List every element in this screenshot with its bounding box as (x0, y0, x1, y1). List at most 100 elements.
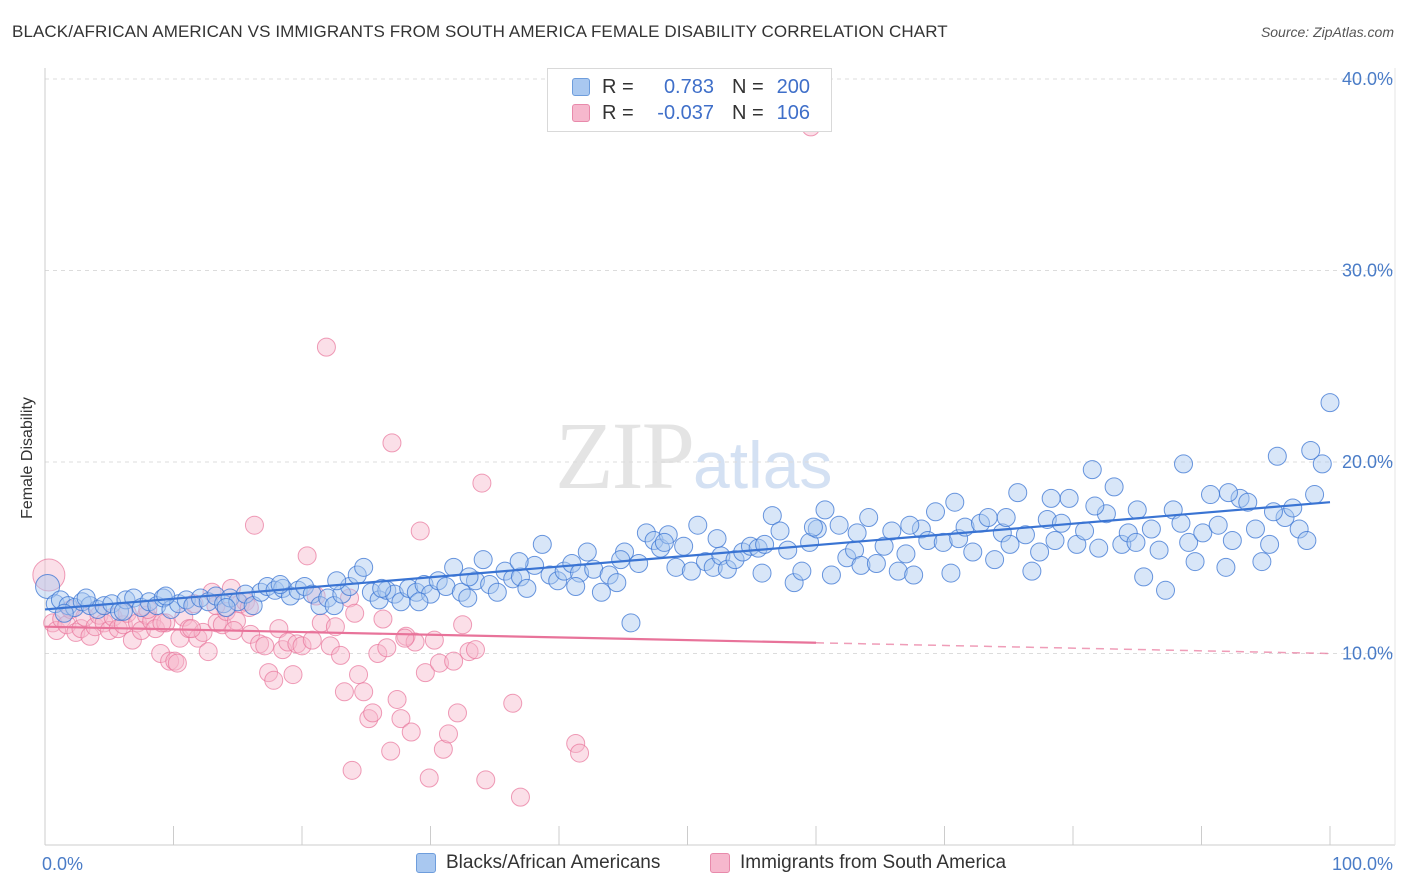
data-point-blacks (566, 576, 586, 596)
data-point-immigrants (334, 682, 354, 702)
data-point-blacks (1059, 488, 1079, 508)
legend-n-value: 200 (776, 75, 810, 98)
legend-swatch-pink (572, 104, 590, 122)
data-point-immigrants (316, 337, 336, 357)
data-point-blacks (1022, 561, 1042, 581)
data-point-blacks (941, 563, 961, 583)
legend-r-value: 0.783 (663, 75, 714, 98)
bottom-legend-label-immigrants: Immigrants from South America (740, 852, 1007, 873)
data-point-blacks (1200, 485, 1220, 505)
legend-n-value: 106 (776, 101, 810, 124)
watermark-zip: ZIP (555, 402, 695, 509)
data-point-immigrants (331, 645, 351, 665)
bottom-legend-immigrants: Immigrants from South America (710, 852, 1006, 874)
data-point-blacks (636, 523, 656, 543)
data-point-blacks (762, 506, 782, 526)
data-point-blacks (1134, 567, 1154, 587)
bottom-legend-label-blacks: Blacks/African Americans (446, 852, 661, 873)
data-point-immigrants (152, 613, 172, 633)
data-point-blacks (1312, 454, 1332, 474)
data-point-immigrants (453, 615, 473, 635)
data-point-blacks (778, 540, 798, 560)
data-point-blacks (1193, 523, 1213, 543)
data-point-blacks (882, 521, 902, 541)
data-point-blacks (1301, 441, 1321, 461)
trend-line-blacks (44, 501, 1331, 611)
data-point-immigrants (472, 473, 492, 493)
bottom-legend-blacks: Blacks/African Americans (416, 852, 660, 874)
data-point-blacks (113, 601, 133, 621)
data-point-blacks (1185, 552, 1205, 572)
data-point-blacks (216, 598, 236, 618)
y-tick-label: 40.0% (1342, 69, 1393, 89)
y-tick-label: 20.0% (1342, 452, 1393, 472)
data-point-blacks (847, 523, 867, 543)
data-point-immigrants (167, 653, 187, 673)
data-point-immigrants (342, 760, 362, 780)
bottom-legend-swatch-pink (710, 853, 730, 873)
data-point-blacks (487, 582, 507, 602)
y-tick-label: 30.0% (1342, 261, 1393, 281)
data-point-blacks (707, 529, 727, 549)
data-point-blacks (681, 561, 701, 581)
data-point-blacks (985, 550, 1005, 570)
data-point-immigrants (570, 743, 590, 763)
data-point-blacks (459, 567, 479, 587)
data-point-blacks (532, 534, 552, 554)
data-point-immigrants (433, 739, 453, 759)
data-point-blacks (1112, 534, 1132, 554)
data-point-immigrants (419, 768, 439, 788)
data-point-immigrants (264, 670, 284, 690)
data-point-blacks (1037, 509, 1057, 529)
data-point-immigrants (244, 515, 264, 535)
data-point-blacks (318, 588, 338, 608)
data-point-blacks (611, 550, 631, 570)
data-point-blacks (926, 502, 946, 522)
data-point-immigrants (377, 638, 397, 658)
data-point-immigrants (302, 630, 322, 650)
data-point-blacks (1030, 542, 1050, 562)
data-point-immigrants (198, 642, 218, 662)
data-point-blacks (517, 578, 537, 598)
data-point-immigrants (391, 709, 411, 729)
data-point-blacks (1305, 485, 1325, 505)
data-point-blacks (1222, 531, 1242, 551)
data-point-blacks (803, 517, 823, 537)
data-point-blacks (1126, 532, 1146, 552)
data-point-blacks (978, 508, 998, 528)
data-point-blacks (1320, 393, 1340, 413)
data-point-blacks (821, 565, 841, 585)
data-point-blacks (1238, 492, 1258, 512)
data-point-immigrants (269, 619, 289, 639)
data-point-blacks (1085, 496, 1105, 516)
x-tick-label: 100.0% (1332, 854, 1393, 874)
data-point-blacks (963, 542, 983, 562)
data-point-blacks (509, 552, 529, 572)
data-point-blacks (1127, 500, 1147, 520)
data-point-blacks (1141, 519, 1161, 539)
series-blacks-african-americans (35, 393, 1340, 633)
data-point-blacks (1174, 454, 1194, 474)
data-point-blacks (302, 584, 322, 604)
data-point-blacks (480, 575, 500, 595)
trend-lines (44, 501, 1331, 655)
data-point-immigrants (381, 741, 401, 761)
data-point-blacks (904, 565, 924, 585)
data-point-blacks (1289, 519, 1309, 539)
data-point-immigrants (438, 724, 458, 744)
data-point-blacks (874, 536, 894, 556)
data-point-immigrants (320, 636, 340, 656)
data-point-blacks (725, 550, 745, 570)
data-point-immigrants (405, 632, 425, 652)
data-point-blacks (409, 592, 429, 612)
data-point-immigrants (292, 636, 312, 656)
data-point-blacks (1075, 521, 1095, 541)
data-point-blacks (1297, 531, 1317, 551)
legend-row-immigrants: R = -0.037 N = 106 (572, 101, 810, 125)
data-point-blacks (1118, 523, 1138, 543)
data-point-blacks (599, 565, 619, 585)
data-point-immigrants (345, 603, 365, 623)
data-point-blacks (717, 559, 737, 579)
data-point-blacks (444, 557, 464, 577)
